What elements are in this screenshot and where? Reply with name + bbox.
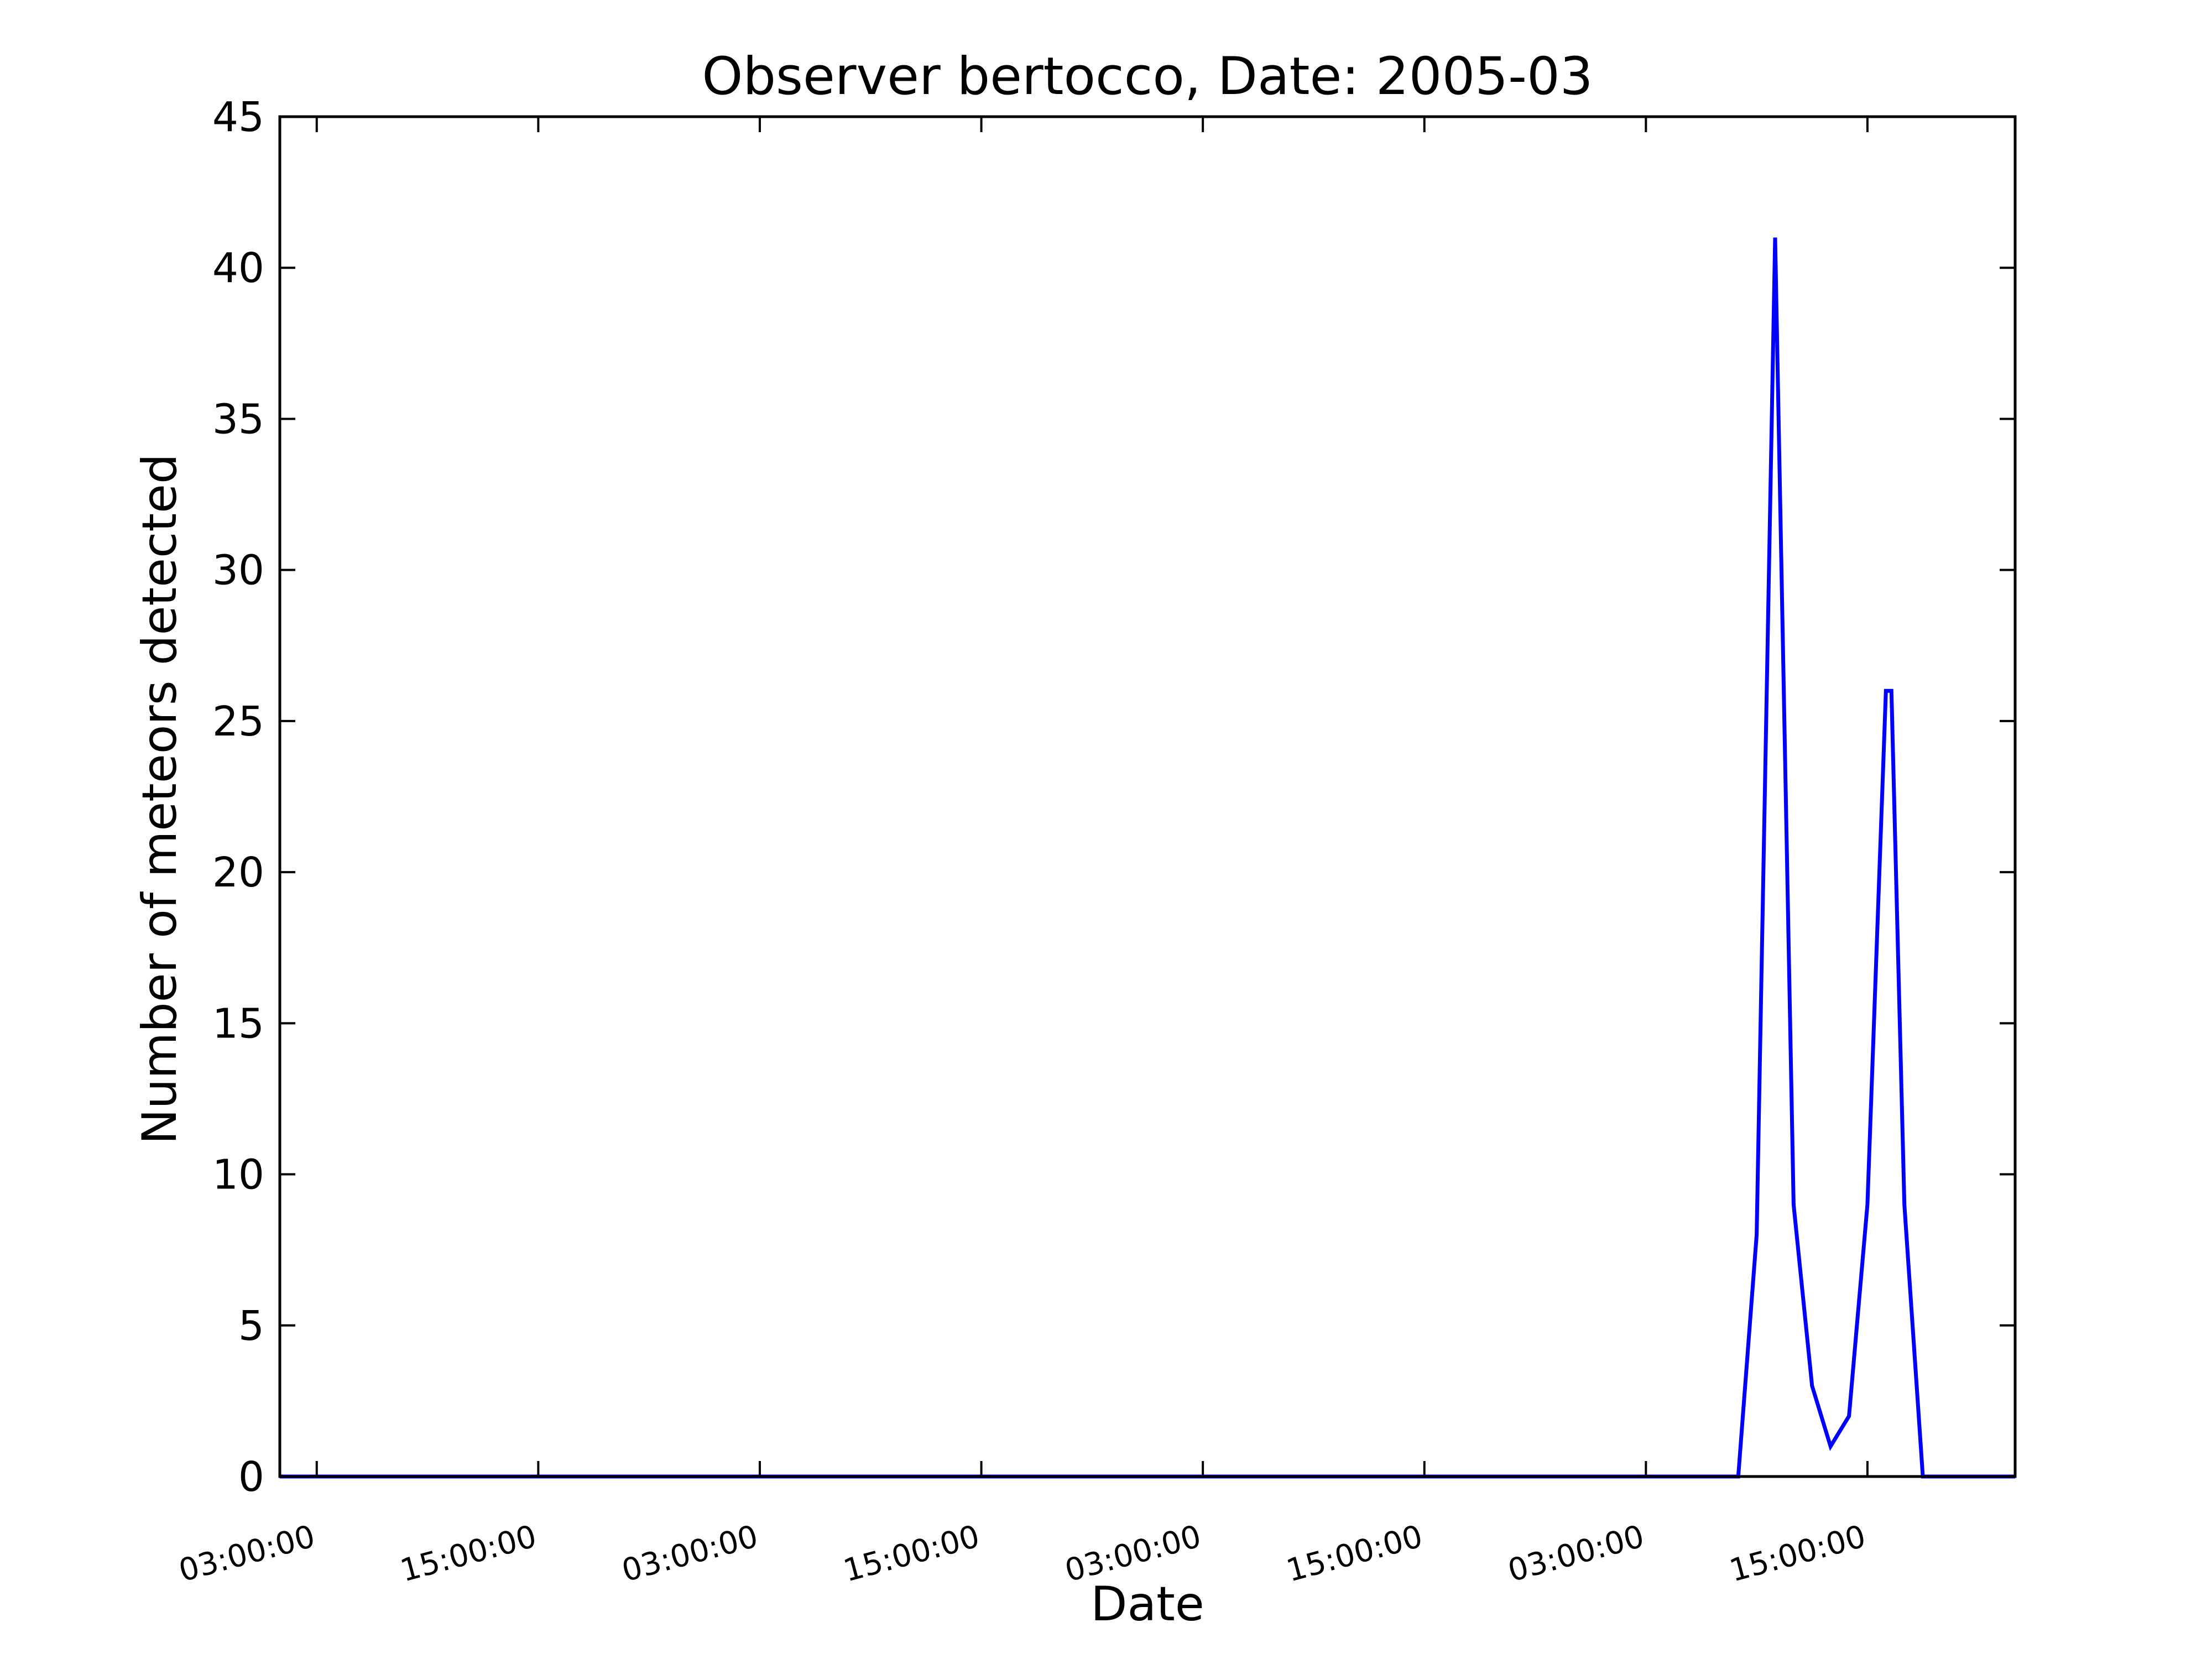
y-tick-label: 35 <box>212 395 264 443</box>
series-line-0 <box>280 237 2015 1479</box>
y-axis-label: Number of meteors detected <box>132 453 187 1144</box>
y-tick-label: 15 <box>212 1000 264 1047</box>
y-tick-label: 10 <box>212 1151 264 1199</box>
y-tick-label: 0 <box>238 1453 264 1501</box>
y-tick-label: 45 <box>212 93 264 141</box>
y-tick-label: 30 <box>212 547 264 594</box>
y-tick-label: 25 <box>212 698 264 745</box>
y-tick-label: 40 <box>212 244 264 292</box>
axes-frame <box>278 115 2017 1478</box>
x-axis-label: Date <box>1091 1577 1204 1632</box>
y-tick-label: 20 <box>212 849 264 896</box>
chart-title: Observer bertocco, Date: 2005-03 <box>702 46 1593 107</box>
y-tick-label: 5 <box>238 1302 264 1350</box>
